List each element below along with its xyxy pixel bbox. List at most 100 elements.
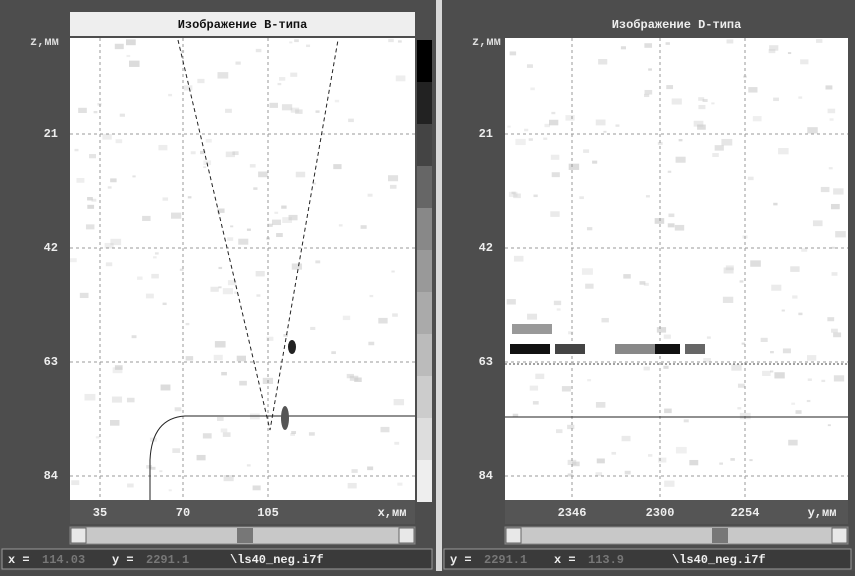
echo-speckle: [834, 375, 844, 381]
echo-speckle: [368, 342, 374, 346]
echo-speckle: [666, 42, 670, 45]
scroll-right[interactable]: [399, 528, 414, 543]
echo-speckle: [625, 471, 631, 475]
echo-speckle: [197, 79, 204, 83]
echo-speckle: [524, 129, 528, 132]
echo-speckle: [664, 481, 674, 487]
echo-speckle: [648, 68, 652, 70]
echo-speckle: [611, 452, 616, 455]
echo-speckle: [666, 85, 673, 89]
scroll-right[interactable]: [832, 528, 847, 543]
echo-speckle: [388, 175, 398, 181]
z-tick-label: 63: [44, 355, 58, 369]
scroll-thumb[interactable]: [237, 528, 253, 543]
echo-speckle: [71, 480, 79, 485]
h-tick-label: 70: [176, 506, 190, 520]
echo-speckle: [800, 59, 808, 64]
echo-speckle: [343, 316, 350, 320]
echo-speckle: [655, 218, 665, 224]
echo-speckle: [748, 87, 757, 93]
z-tick-label: 21: [479, 127, 493, 141]
echo-speckle: [792, 295, 797, 298]
echo-speckle: [137, 277, 143, 280]
scroll-left[interactable]: [71, 528, 86, 543]
echo-speckle: [562, 386, 571, 391]
echo-speckle: [247, 464, 251, 466]
echo-speckle: [771, 285, 781, 291]
echo-speckle: [180, 269, 184, 271]
echo-speckle: [115, 44, 124, 49]
h-tick-label: 2254: [731, 506, 760, 520]
echo-speckle: [110, 420, 119, 426]
echo-speckle: [397, 483, 402, 486]
echo-speckle: [829, 167, 833, 169]
echo-speckle: [726, 265, 734, 270]
echo-speckle: [807, 355, 816, 361]
scroll-left[interactable]: [506, 528, 521, 543]
echo-speckle: [603, 131, 606, 133]
defect-echo: [685, 344, 705, 354]
defect-echo: [510, 344, 550, 354]
echo-speckle: [527, 314, 537, 320]
echo-speckle: [833, 332, 841, 337]
echo-speckle: [579, 196, 584, 199]
echo-speckle: [512, 192, 516, 194]
echo-speckle: [807, 400, 811, 402]
echo-speckle: [97, 103, 101, 106]
echo-speckle: [127, 398, 135, 403]
echo-speckle: [394, 442, 399, 445]
echo-speckle: [238, 239, 248, 245]
echo-speckle: [602, 318, 609, 322]
echo-speckle: [798, 313, 802, 315]
echo-speckle: [396, 75, 406, 81]
echo-speckle: [281, 206, 286, 209]
echo-speckle: [127, 55, 131, 57]
echo-speckle: [750, 260, 761, 266]
echo-speckle: [315, 110, 319, 112]
echo-speckle: [615, 124, 619, 126]
echo-speckle: [721, 139, 732, 146]
echo-speckle: [510, 51, 516, 55]
scroll-thumb[interactable]: [712, 528, 728, 543]
splitter[interactable]: [436, 0, 442, 571]
echo-speckle: [161, 385, 171, 391]
echo-speckle: [748, 177, 754, 180]
echo-speckle: [87, 205, 94, 209]
echo-speckle: [698, 105, 705, 109]
echo-speckle: [253, 485, 261, 490]
h-axis-band: [505, 500, 848, 524]
echo-speckle: [352, 469, 358, 473]
echo-speckle: [798, 96, 802, 98]
echo-speckle: [132, 175, 135, 177]
echo-speckle: [380, 427, 389, 432]
echo-speckle: [657, 327, 666, 333]
echo-speckle: [550, 211, 559, 217]
echo-speckle: [808, 378, 812, 380]
palette-swatch: [417, 82, 432, 124]
echo-speckle: [333, 164, 341, 169]
scrollbar[interactable]: [505, 527, 848, 544]
echo-speckle: [535, 374, 544, 379]
echo-speckle: [821, 380, 825, 382]
echo-speckle: [697, 125, 706, 130]
echo-speckle: [237, 356, 246, 362]
echo-speckle: [778, 148, 789, 154]
echo-speckle: [790, 266, 799, 272]
palette-swatch: [417, 124, 432, 166]
echo-speckle: [826, 85, 833, 89]
echo-speckle: [668, 214, 674, 218]
echo-speckle: [132, 335, 137, 338]
echo-speckle: [348, 483, 357, 488]
echo-speckle: [719, 462, 723, 464]
echo-speckle: [294, 39, 299, 42]
echo-speckle: [770, 351, 774, 353]
echo-speckle: [769, 45, 778, 51]
echo-speckle: [530, 88, 534, 91]
echo-speckle: [76, 178, 84, 183]
echo-speckle: [515, 139, 525, 145]
echo-speckle: [146, 294, 154, 299]
echo-speckle: [727, 39, 734, 43]
echo-speckle: [309, 432, 315, 436]
echo-speckle: [828, 424, 831, 426]
echo-speckle: [191, 151, 196, 154]
